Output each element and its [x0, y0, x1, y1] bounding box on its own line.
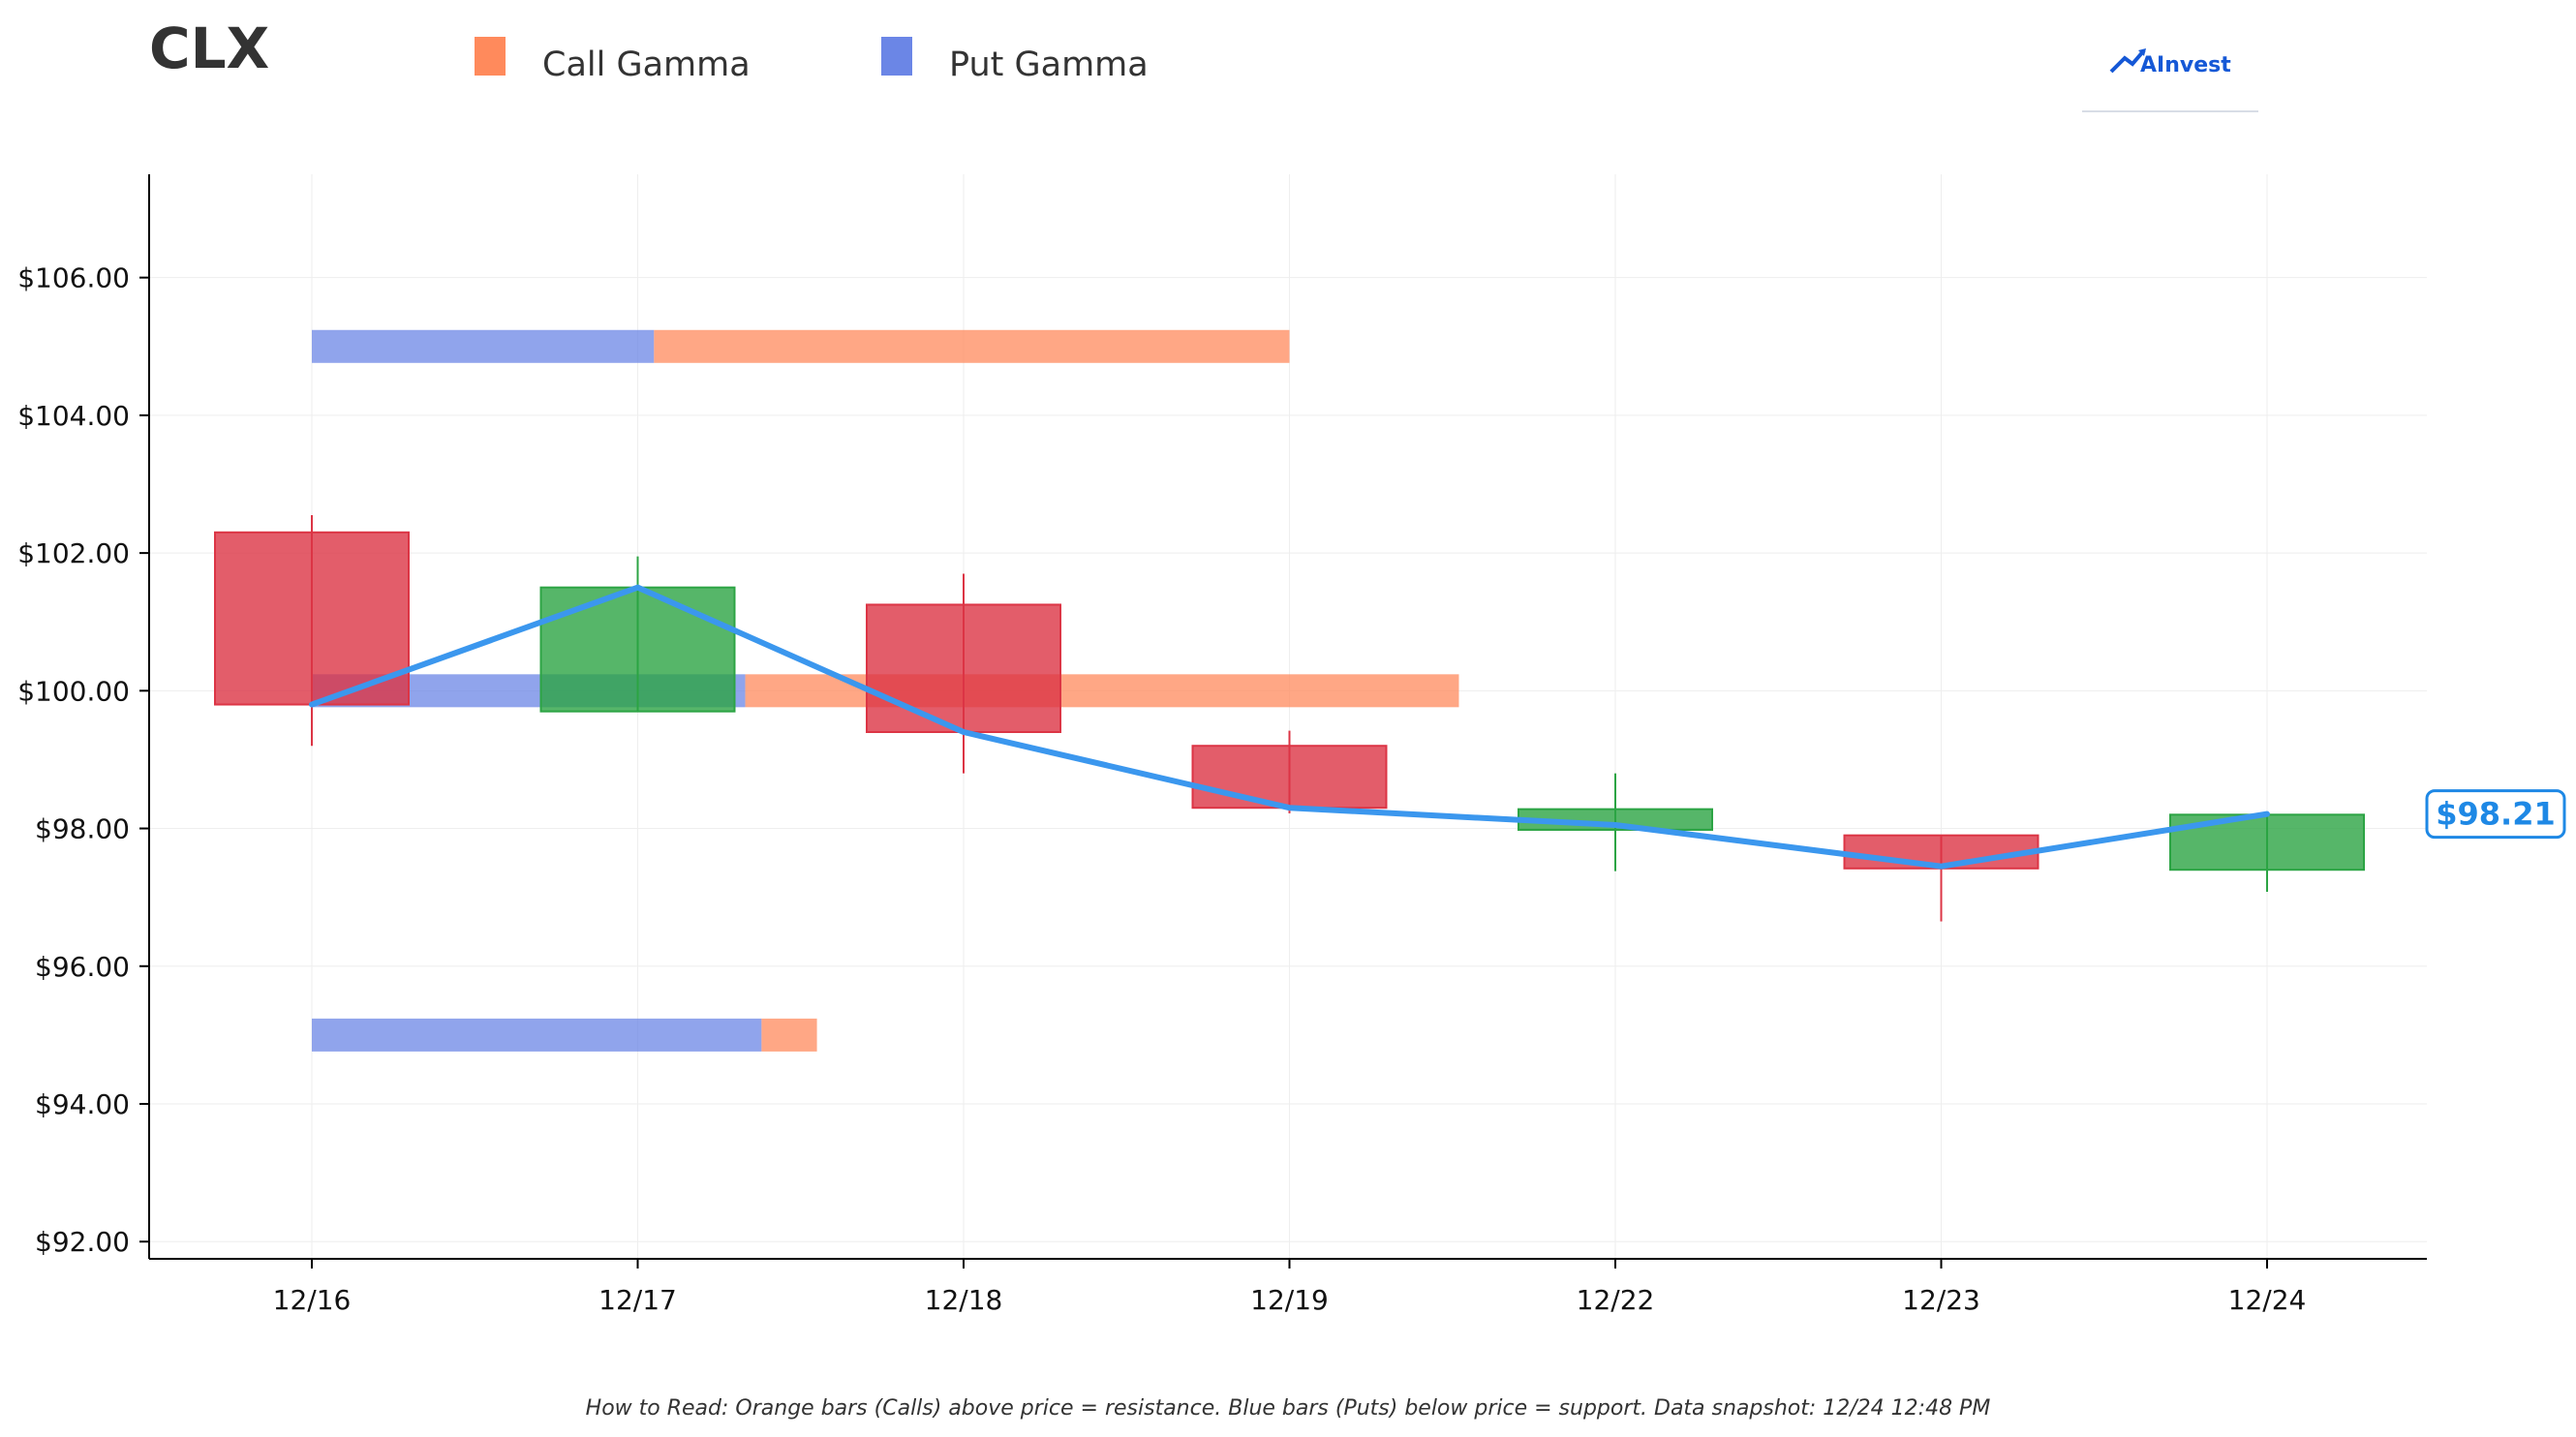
- ticker-title: CLX: [149, 15, 269, 81]
- logo-text: AInvest: [2140, 53, 2231, 77]
- last-price-tag: $98.21: [2425, 789, 2566, 840]
- put-gamma-bar: [312, 1018, 762, 1052]
- candle-body: [1191, 745, 1388, 810]
- axes: [148, 174, 2427, 1260]
- y-tick-label: $96.00: [35, 951, 130, 983]
- y-tick-label: $104.00: [17, 400, 130, 432]
- x-tick-label: 12/18: [925, 1284, 1003, 1316]
- x-tick-label: 12/19: [1250, 1284, 1329, 1316]
- candle-body: [1843, 834, 2039, 870]
- legend-call-swatch: [475, 37, 506, 76]
- candle-body: [866, 603, 1061, 734]
- legend-put-swatch: [881, 37, 912, 76]
- x-tick-label: 12/16: [273, 1284, 352, 1316]
- y-axis-ticks: $92.00 $94.00 $96.00 $98.00 $100.00 $102.00 $1…: [17, 262, 149, 1258]
- legend-put-label: Put Gamma: [949, 46, 1149, 84]
- y-tick-label: $94.00: [35, 1088, 130, 1120]
- x-tick-label: 12/22: [1577, 1284, 1655, 1316]
- x-axis-ticks: 12/16 12/17 12/18 12/19 12/22 12/23 12/24: [273, 1259, 2307, 1316]
- put-gamma-bar: [312, 329, 655, 363]
- call-gamma-bar: [654, 329, 1290, 363]
- call-gamma-bar: [761, 1018, 817, 1052]
- how-to-read-note: How to Read: Orange bars (Calls) above p…: [586, 1396, 1991, 1421]
- x-tick-label: 12/24: [2228, 1284, 2307, 1316]
- candle-body: [214, 531, 410, 706]
- chart-arrow-icon: [2109, 48, 2146, 74]
- y-tick-label: $106.00: [17, 262, 130, 294]
- y-tick-label: $92.00: [35, 1226, 130, 1258]
- close-price-line: [309, 584, 2270, 870]
- x-tick-label: 12/17: [598, 1284, 677, 1316]
- call-gamma-bar: [745, 674, 1459, 708]
- last-price-label: $98.21: [2436, 796, 2555, 833]
- x-tick-label: 12/23: [1902, 1284, 1980, 1316]
- y-tick-label: $100.00: [17, 675, 130, 707]
- candle-body: [539, 586, 736, 713]
- ainvest-logo: AInvest: [2082, 48, 2258, 112]
- close-price-polyline: [309, 584, 2270, 870]
- legend-call-label: Call Gamma: [542, 46, 751, 84]
- y-tick-label: $102.00: [17, 537, 130, 569]
- y-tick-label: $98.00: [35, 813, 130, 845]
